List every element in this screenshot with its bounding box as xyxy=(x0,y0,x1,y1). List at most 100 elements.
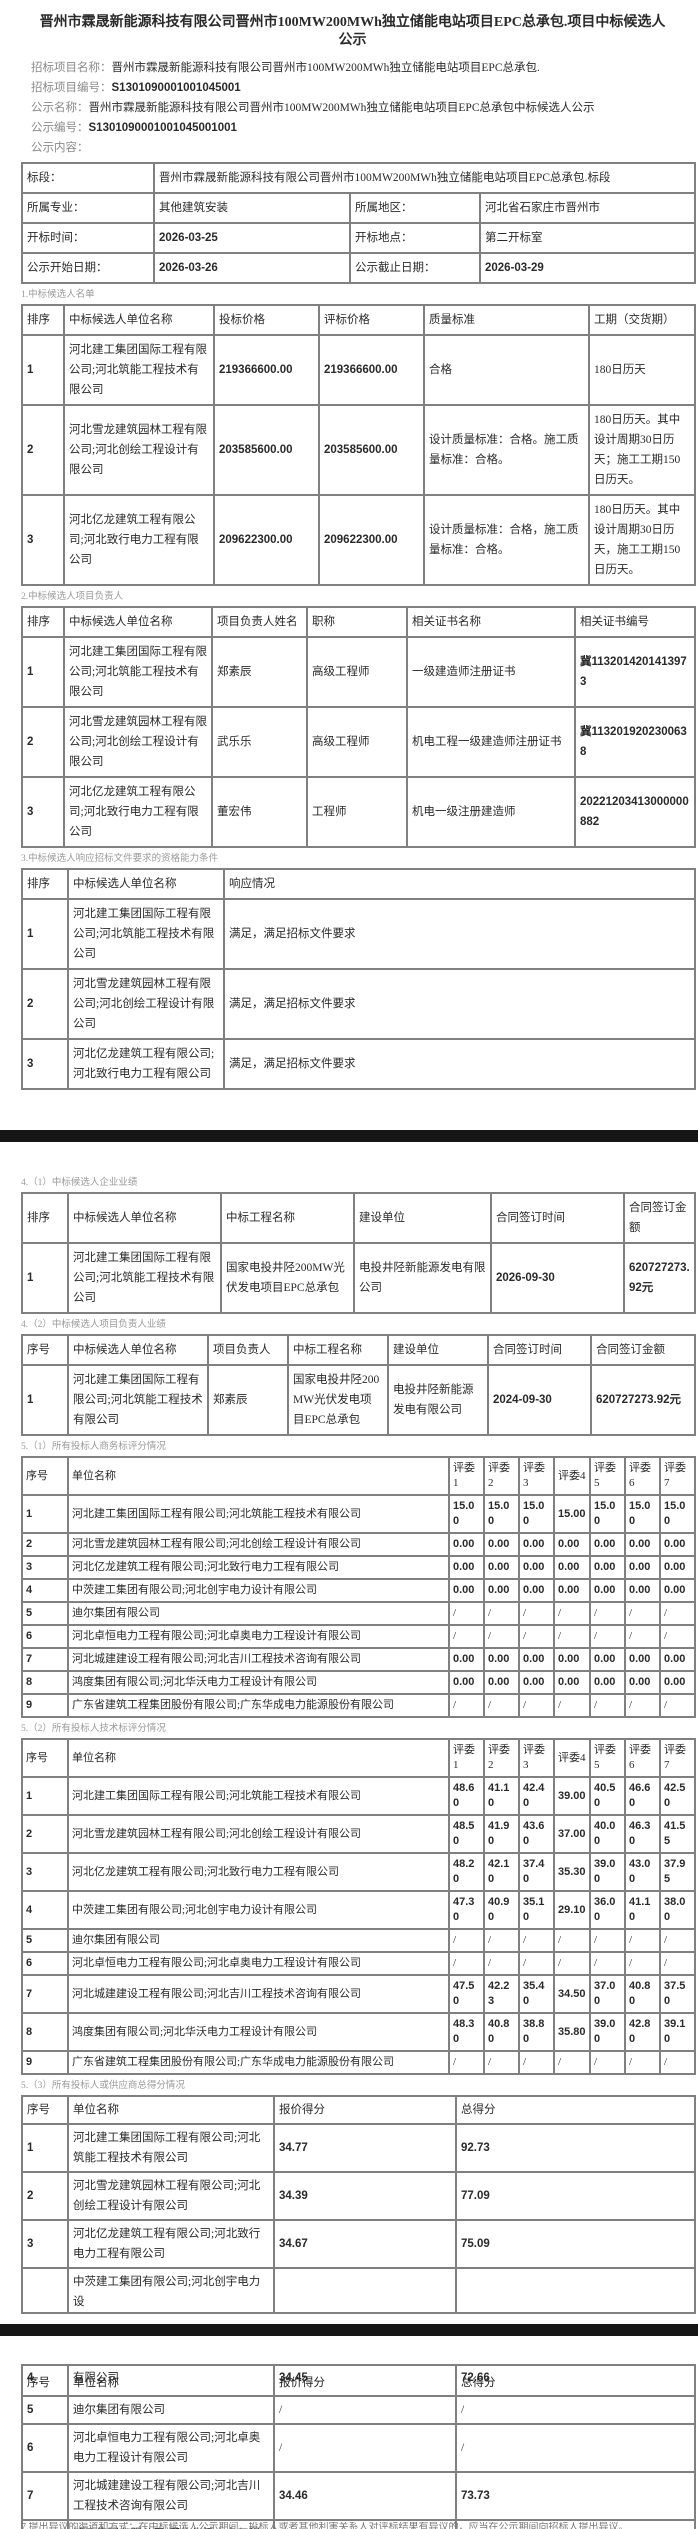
table-cell: 有限公司 单位名称 xyxy=(67,2364,275,2397)
table-cell: 0.00 xyxy=(659,1670,696,1695)
table-cell: 2026-03-25 xyxy=(153,222,351,254)
column-header-cell: 排序 xyxy=(21,1192,69,1244)
column-header-cell: 评委7 xyxy=(659,1738,696,1778)
column-header-cell: 合同签订时间 xyxy=(490,1192,625,1244)
section-label: 2.中标候选人项目负责人 xyxy=(21,592,124,602)
table-cell: 0.00 xyxy=(589,1578,626,1603)
table-cell: 0.00 xyxy=(553,1532,591,1557)
column-header-cell: 评委3 xyxy=(518,1738,555,1778)
table-cell: 39.00 xyxy=(589,2012,626,2052)
table-row: 6 河北卓恒电力工程有限公司;河北卓奥电力工程设计有限公司 / / xyxy=(21,2423,696,2473)
table-cell: 43.00 xyxy=(624,1852,661,1892)
table-cell: / xyxy=(553,1624,591,1649)
table-cell: 6 xyxy=(21,2423,69,2473)
meta-line: 公示内容： xyxy=(31,142,694,154)
table-cell: 广东省建筑工程集团股份有限公司;广东华成电力能源股份有限公司 xyxy=(67,2050,450,2075)
table-cell: 42.50 xyxy=(659,1776,696,1816)
meta-line: 公示名称：晋州市霖晟新能源科技有限公司晋州市100MW200MWh独立储能电站项… xyxy=(31,102,694,114)
table-cell: 39.10 xyxy=(659,2012,696,2052)
table-cell: 标段： xyxy=(21,162,155,194)
table-cell: 39.00 xyxy=(553,1776,591,1816)
table-cell: 晋州市霖晟新能源科技有限公司晋州市100MW200MWh独立储能电站项目EPC总… xyxy=(152,162,697,194)
table-cell: 92.73 xyxy=(455,2123,696,2173)
column-header-cell: 中标候选人单位名称 xyxy=(67,868,225,900)
table-cell: 河北亿龙建筑工程有限公司;河北致行电力工程有限公司 xyxy=(67,1852,450,1892)
table-cell: 河北城建建设工程有限公司;河北吉川工程技术咨询有限公司 xyxy=(67,1974,450,2014)
table-cell: 0.00 xyxy=(589,1532,626,1557)
column-header-cell: 评委4 xyxy=(553,1456,591,1496)
table-cell: / xyxy=(553,2050,591,2075)
table-cell: 77.09 xyxy=(455,2171,696,2221)
qualification-response-table: 排序 中标候选人单位名称 响应情况 1 河北建工集团国际工程有限公司;河北筑能工程技术有… xyxy=(21,868,696,1090)
table-row: 4 中茨建工集团有限公司;河北创宇电力设计有限公司 0.00 0.00 0.00 0.00… xyxy=(21,1578,696,1603)
column-header-cell: 相关证书名称 xyxy=(406,606,576,638)
table-cell: 37.00 xyxy=(589,1974,626,2014)
column-header-cell: 单位名称 xyxy=(67,1456,450,1496)
column-header-cell: 合同签订时间 xyxy=(487,1334,592,1366)
column-header-cell: 响应情况 xyxy=(223,868,696,900)
column-header-cell: 职称 xyxy=(306,606,408,638)
table-cell: 电投井陉新能源发电有限公司 xyxy=(387,1364,489,1436)
table-cell: / xyxy=(589,1601,626,1626)
table-cell: 34.77 xyxy=(273,2123,457,2173)
table-cell: 15.00 xyxy=(518,1494,555,1534)
table-cell: 河北城建建设工程有限公司;河北吉川工程技术咨询有限公司 xyxy=(67,2471,275,2521)
table-cell: 75.09 xyxy=(455,2519,696,2529)
table-cell: 75.09 xyxy=(455,2219,696,2269)
overlapped-row-value: 4 xyxy=(27,2372,34,2384)
section-label: 5.（3）所有投标人或供应商总得分情况 xyxy=(21,2081,185,2091)
total-score-table: 序号 单位名称 报价得分 总得分 1 河北建工集团国际工程有限公司;河北筑能工程技术有限公… xyxy=(21,2095,696,2314)
table-cell: 满足，满足招标文件要求 xyxy=(223,1038,696,1090)
table-row: 6 河北卓恒电力工程有限公司;河北卓奥电力工程设计有限公司 / / / / / / / xyxy=(21,1624,696,1649)
table-cell: 所属地区： xyxy=(349,192,481,224)
table-cell: 0.00 xyxy=(589,1670,626,1695)
table-cell: 2024-09-30 xyxy=(487,1364,592,1436)
table-cell: 35.80 xyxy=(553,2012,591,2052)
table-row: 2 河北雪龙建筑园林工程有限公司;河北创绘工程设计有限公司 武乐乐 高级工程师 机电工程… xyxy=(21,706,696,778)
table-cell: 河北建工集团国际工程有限公司;河北筑能工程技术有限公司 xyxy=(63,636,213,708)
table-cell: / xyxy=(483,2050,520,2075)
table-cell: 0.00 xyxy=(483,1578,520,1603)
table-row: 2 河北雪龙建筑园林工程有限公司;河北创绘工程设计有限公司 0.00 0.00 0.00… xyxy=(21,1532,696,1557)
table-cell: / xyxy=(553,1601,591,1626)
table-cell: 0.00 xyxy=(624,1647,661,1672)
table-row: 2 河北雪龙建筑园林工程有限公司;河北创绘工程设计有限公司 48.50 41.90 43… xyxy=(21,1814,696,1854)
table-row: 3 河北亿龙建筑工程有限公司;河北致行电力工程有限公司 209622300.00 20… xyxy=(21,494,696,586)
column-header-cell: 总得分 xyxy=(455,2095,696,2125)
table-cell: 1 xyxy=(21,898,69,970)
table-cell: 180日历天。其中设计周期30日历天；施工工期150日历天。 xyxy=(588,404,696,496)
table-cell: 37.95 xyxy=(659,1852,696,1892)
meta-value: 晋州市霖晟新能源科技有限公司晋州市100MW200MWh独立储能电站项目EPC总… xyxy=(111,62,540,74)
table-cell: 2026-09-30 xyxy=(490,1242,625,1314)
column-header-cell: 评委1 xyxy=(448,1738,485,1778)
overlapped-header-label: 序号 xyxy=(27,2377,50,2389)
column-header-cell: 序号 xyxy=(21,1738,69,1778)
table-cell: 电投井陉新能源发电有限公司 xyxy=(353,1242,492,1314)
table-cell: 0.00 xyxy=(448,1555,485,1580)
table-cell: 合格 xyxy=(423,334,590,406)
table-cell: 34.44 xyxy=(273,2519,457,2529)
table-row: 1 河北建工集团国际工程有限公司;河北筑能工程技术有限公司 郑素辰 国家电投井陉200… xyxy=(21,1364,696,1436)
column-header-cell: 序号 xyxy=(21,1334,69,1366)
table-row: 3 河北亿龙建筑工程有限公司;河北致行电力工程有限公司 48.20 42.10 37.4… xyxy=(21,1852,696,1892)
table-row: 2 河北雪龙建筑园林工程有限公司;河北创绘工程设计有限公司 满足，满足招标文件要求 xyxy=(21,968,696,1040)
table-cell: 机电一级注册建造师 xyxy=(406,776,576,848)
table-cell: 40.80 xyxy=(483,2012,520,2052)
table-row: 5 迪尔集团有限公司 / / / / / / / xyxy=(21,1601,696,1626)
table-cell: 河北卓恒电力工程有限公司;河北卓奥电力工程设计有限公司 xyxy=(67,1624,450,1649)
table-cell: 河北建工集团国际工程有限公司;河北筑能工程技术有限公司 xyxy=(67,898,225,970)
table-cell: 0.00 xyxy=(624,1555,661,1580)
table-row: 所属专业： 其他建筑安装 所属地区： 河北省石家庄市晋州市 xyxy=(21,192,697,224)
table-cell: 一级建造师注册证书 xyxy=(406,636,576,708)
table-cell: 设计质量标准：合格。施工质量标准：合格。 xyxy=(423,404,590,496)
table-cell: 4 xyxy=(21,1890,69,1930)
table-cell: 0.00 xyxy=(553,1670,591,1695)
table-cell: 0.00 xyxy=(624,1670,661,1695)
table-cell: 4 序号 xyxy=(21,2364,69,2397)
table-cell: / xyxy=(553,1928,591,1953)
section-label: 5.（1）所有投标人商务标评分情况 xyxy=(21,1442,166,1452)
table-cell: 38.00 xyxy=(659,1890,696,1930)
table-cell: 河北雪龙建筑园林工程有限公司;河北创绘工程设计有限公司 xyxy=(67,1532,450,1557)
table-row: 3 河北亿龙建筑工程有限公司;河北致行电力工程有限公司 0.00 0.00 0.00 0.… xyxy=(21,1555,696,1580)
section-label: 4.（1）中标候选人企业业绩 xyxy=(21,1178,138,1188)
